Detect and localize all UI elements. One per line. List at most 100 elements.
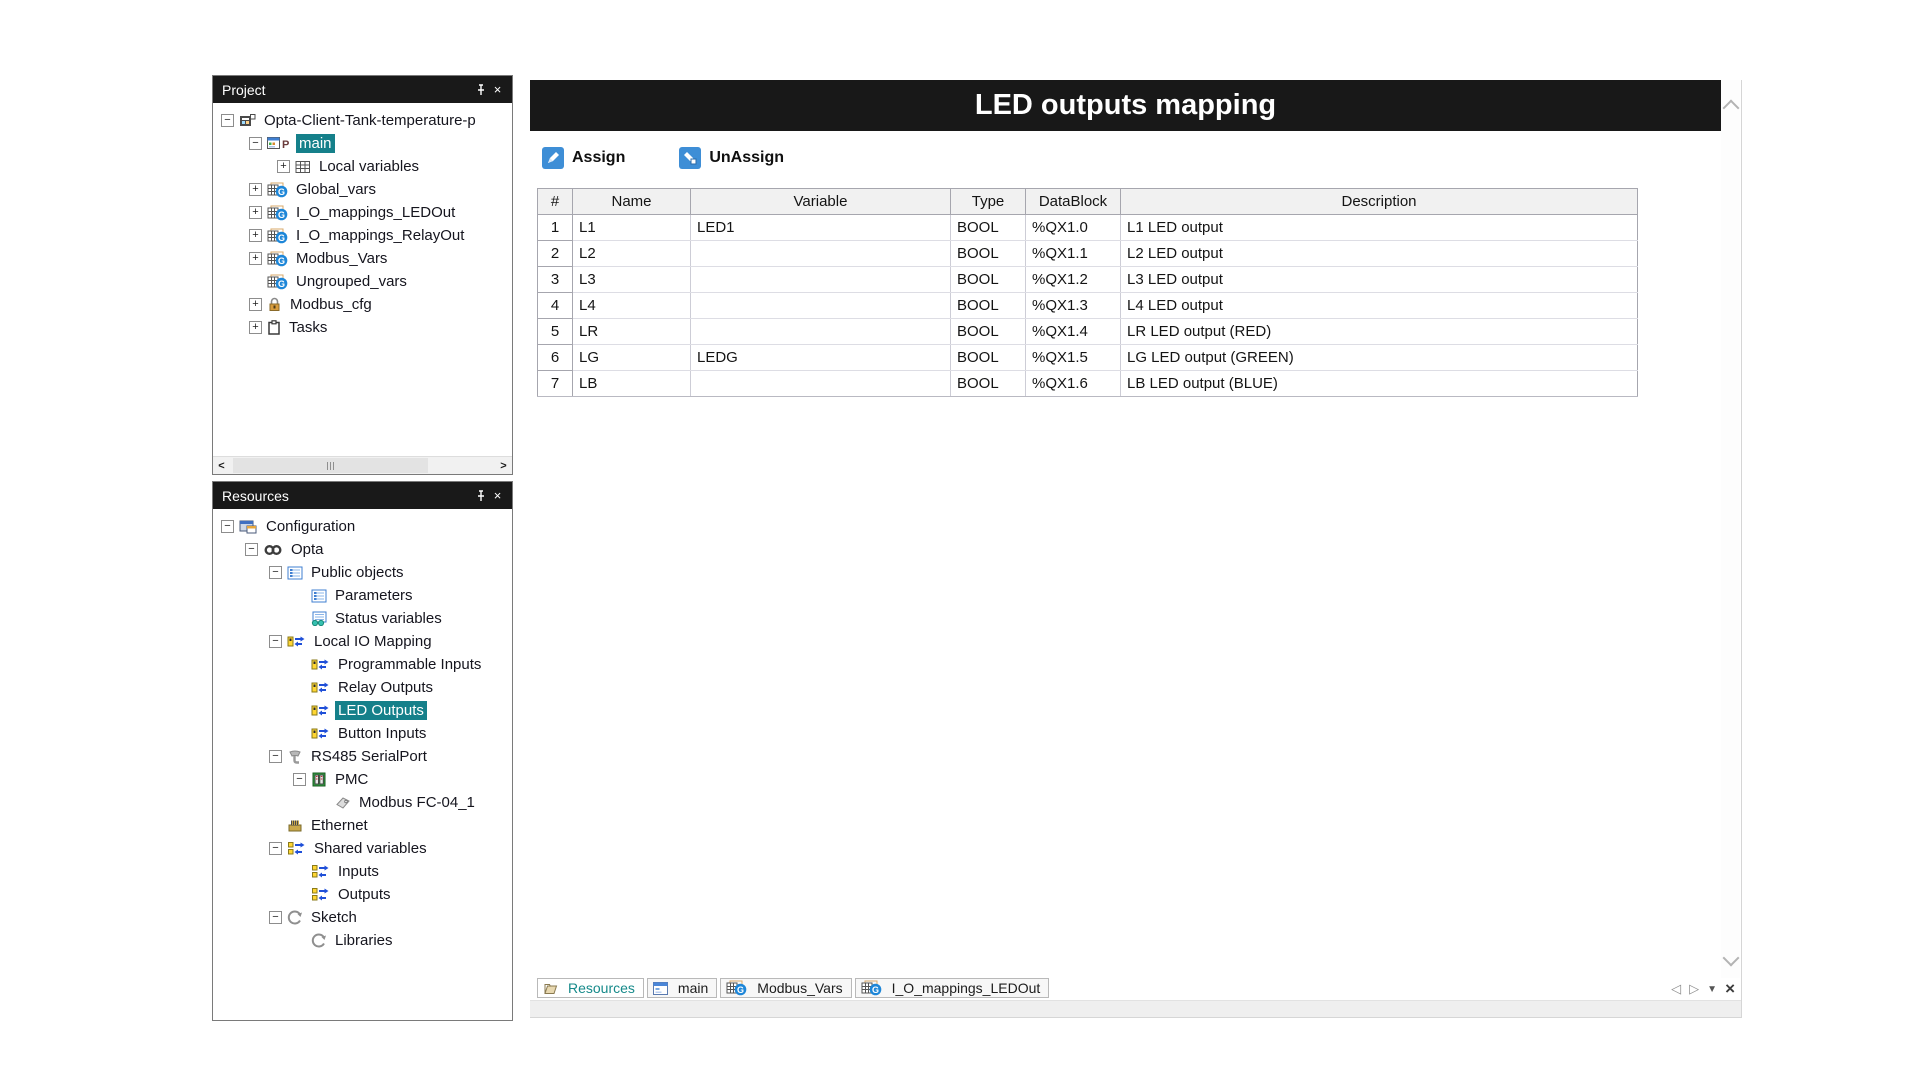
cell-type[interactable]: BOOL — [950, 370, 1026, 397]
collapse-icon[interactable]: − — [293, 773, 306, 786]
expand-icon[interactable]: + — [249, 183, 262, 196]
cell-datablock[interactable]: %QX1.0 — [1025, 214, 1121, 241]
tree-item-sketch[interactable]: − Sketch — [213, 906, 512, 929]
cell-variable[interactable] — [690, 292, 951, 319]
cell-name[interactable]: L1 — [572, 214, 691, 241]
tab-close-icon[interactable]: × — [1725, 979, 1735, 998]
tab-modbus-vars[interactable]: G Modbus_Vars — [720, 978, 852, 998]
cell-name[interactable]: LB — [572, 370, 691, 397]
collapse-icon[interactable]: − — [269, 911, 282, 924]
cell-description[interactable]: LB LED output (BLUE) — [1120, 370, 1638, 397]
row-number-cell[interactable]: 1 — [537, 214, 573, 241]
column-header-datablock[interactable]: DataBlock — [1025, 188, 1121, 215]
expand-icon[interactable]: + — [249, 206, 262, 219]
collapse-icon[interactable]: − — [269, 566, 282, 579]
collapse-icon[interactable]: − — [269, 750, 282, 763]
collapse-icon[interactable]: − — [269, 635, 282, 648]
cell-type[interactable]: BOOL — [950, 344, 1026, 371]
collapse-icon[interactable]: − — [245, 543, 258, 556]
tree-item-i-o-mappings-relayout[interactable]: + G I_O_mappings_RelayOut — [213, 224, 512, 247]
assign-button[interactable]: Assign — [542, 146, 625, 169]
column-header-name[interactable]: Name — [572, 188, 691, 215]
scrollbar-thumb[interactable] — [233, 458, 428, 473]
tree-item-button-inputs[interactable]: Button Inputs — [213, 722, 512, 745]
cell-description[interactable]: L1 LED output — [1120, 214, 1638, 241]
cell-datablock[interactable]: %QX1.1 — [1025, 240, 1121, 267]
cell-datablock[interactable]: %QX1.4 — [1025, 318, 1121, 345]
collapse-icon[interactable]: − — [249, 137, 262, 150]
tree-item-libraries[interactable]: Libraries — [213, 929, 512, 952]
cell-description[interactable]: L3 LED output — [1120, 266, 1638, 293]
tab-resources[interactable]: Resources — [537, 978, 644, 998]
cell-type[interactable]: BOOL — [950, 266, 1026, 293]
row-number-cell[interactable]: 4 — [537, 292, 573, 319]
cell-variable[interactable] — [690, 240, 951, 267]
expand-icon[interactable]: + — [249, 229, 262, 242]
cell-description[interactable]: L2 LED output — [1120, 240, 1638, 267]
tree-item-inputs[interactable]: Inputs — [213, 860, 512, 883]
tree-item-programmable-inputs[interactable]: Programmable Inputs — [213, 653, 512, 676]
tree-item-outputs[interactable]: Outputs — [213, 883, 512, 906]
column-header-variable[interactable]: Variable — [690, 188, 951, 215]
column-header-description[interactable]: Description — [1120, 188, 1638, 215]
cell-variable[interactable]: LEDG — [690, 344, 951, 371]
cell-variable[interactable] — [690, 370, 951, 397]
nav-next-icon[interactable]: ▷ — [1689, 981, 1700, 996]
tab-i-o-mappings-ledout[interactable]: G I_O_mappings_LEDOut — [854, 978, 1050, 998]
cell-name[interactable]: LR — [572, 318, 691, 345]
row-number-cell[interactable]: 3 — [537, 266, 573, 293]
tree-item-shared-variables[interactable]: − Shared variables — [213, 837, 512, 860]
cell-description[interactable]: LG LED output (GREEN) — [1120, 344, 1638, 371]
expand-icon[interactable]: + — [249, 321, 262, 334]
tree-item-pmc[interactable]: − PMC — [213, 768, 512, 791]
cell-type[interactable]: BOOL — [950, 214, 1026, 241]
tree-item-ethernet[interactable]: Ethernet — [213, 814, 512, 837]
tree-item-local-io-mapping[interactable]: − Local IO Mapping — [213, 630, 512, 653]
scroll-up-icon[interactable] — [1722, 99, 1740, 117]
unassign-button[interactable]: UnAssign — [679, 146, 784, 169]
cell-variable[interactable]: LED1 — [690, 214, 951, 241]
scroll-left-icon[interactable]: < — [218, 459, 225, 472]
cell-description[interactable]: LR LED output (RED) — [1120, 318, 1638, 345]
row-number-cell[interactable]: 6 — [537, 344, 573, 371]
tree-item-opta-client-tank-temperature-p[interactable]: − Opta-Client-Tank-temperature-p — [213, 109, 512, 132]
cell-datablock[interactable]: %QX1.3 — [1025, 292, 1121, 319]
collapse-icon[interactable]: − — [221, 520, 234, 533]
tab-main[interactable]: main — [646, 978, 718, 998]
column-header-num[interactable]: # — [537, 188, 573, 215]
row-number-cell[interactable]: 2 — [537, 240, 573, 267]
tree-item-led-outputs[interactable]: LED Outputs — [213, 699, 512, 722]
tree-item-rs485-serialport[interactable]: − RS485 SerialPort — [213, 745, 512, 768]
collapse-icon[interactable]: − — [269, 842, 282, 855]
expand-icon[interactable]: + — [277, 160, 290, 173]
cell-name[interactable]: L2 — [572, 240, 691, 267]
cell-variable[interactable] — [690, 318, 951, 345]
tree-item-i-o-mappings-ledout[interactable]: + G I_O_mappings_LEDOut — [213, 201, 512, 224]
cell-name[interactable]: L3 — [572, 266, 691, 293]
tree-item-opta[interactable]: − Opta — [213, 538, 512, 561]
tree-item-modbus-cfg[interactable]: + Modbus_cfg — [213, 293, 512, 316]
tree-item-modbus-fc-04-1[interactable]: Modbus FC-04_1 — [213, 791, 512, 814]
nav-prev-icon[interactable]: ◁ — [1671, 981, 1682, 996]
cell-type[interactable]: BOOL — [950, 318, 1026, 345]
cell-type[interactable]: BOOL — [950, 292, 1026, 319]
row-number-cell[interactable]: 7 — [537, 370, 573, 397]
cell-name[interactable]: L4 — [572, 292, 691, 319]
cell-description[interactable]: L4 LED output — [1120, 292, 1638, 319]
cell-variable[interactable] — [690, 266, 951, 293]
tree-item-ungrouped-vars[interactable]: G Ungrouped_vars — [213, 270, 512, 293]
tree-item-relay-outputs[interactable]: Relay Outputs — [213, 676, 512, 699]
tree-item-global-vars[interactable]: + G Global_vars — [213, 178, 512, 201]
row-number-cell[interactable]: 5 — [537, 318, 573, 345]
tree-item-configuration[interactable]: − Configuration — [213, 515, 512, 538]
tree-item-status-variables[interactable]: Status variables — [213, 607, 512, 630]
pin-icon[interactable] — [472, 487, 489, 504]
expand-icon[interactable]: + — [249, 252, 262, 265]
tab-menu-icon[interactable]: ▼ — [1707, 983, 1718, 995]
tree-item-parameters[interactable]: Parameters — [213, 584, 512, 607]
scroll-right-icon[interactable]: > — [500, 459, 507, 472]
scroll-down-icon[interactable] — [1722, 949, 1740, 967]
collapse-icon[interactable]: − — [221, 114, 234, 127]
tree-item-public-objects[interactable]: − Public objects — [213, 561, 512, 584]
expand-icon[interactable]: + — [249, 298, 262, 311]
